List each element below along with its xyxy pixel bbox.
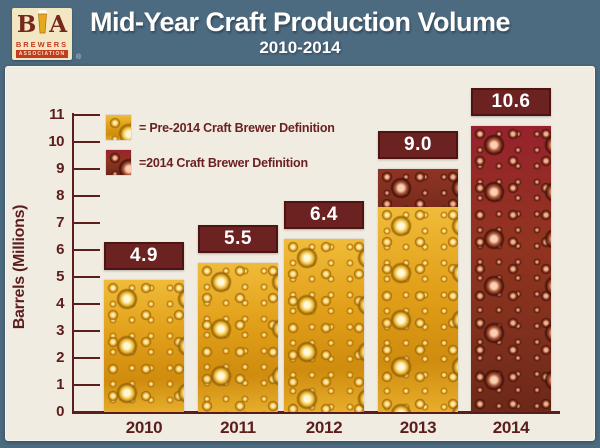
legend-label-2014: =2014 Craft Brewer Definition [139,155,308,170]
y-tick-label-10: 10 [48,133,64,150]
y-tick-label-2: 2 [56,349,64,366]
y-tick-10 [72,141,100,143]
x-category-label-2011: 2011 [220,418,256,437]
legend-swatch-red [106,150,131,175]
beer-glass-icon [37,10,48,38]
bar-2013 [378,169,458,412]
y-tick-label-4: 4 [56,295,64,312]
x-category-label-2012: 2012 [305,418,343,437]
x-category-label-2014: 2014 [492,418,530,437]
y-tick-3 [72,330,100,332]
bar-2011-pre2014-segment [198,263,278,412]
chart-panel: Barrels (Millions) 0 1 2 3 4 5 6 7 8 9 10 11 4.9 2010… [5,66,595,441]
plot-area: Barrels (Millions) 0 1 2 3 4 5 6 7 8 9 10 11 4.9 2010… [6,67,594,440]
y-tick-label-0: 0 [56,403,64,420]
legend-item-2014: =2014 Craft Brewer Definition [106,150,335,175]
y-tick-label-1: 1 [56,376,64,393]
y-tick-label-3: 3 [56,322,64,339]
y-tick-1 [72,384,100,386]
registered-trademark-symbol: ® [76,54,82,61]
logo-letter-b: B [16,10,37,38]
legend-item-pre2014: = Pre-2014 Craft Brewer Definition [106,115,335,140]
y-tick-8 [72,195,100,197]
y-tick-9 [72,168,100,170]
bar-2010 [104,280,184,412]
bar-2010-pre2014-segment [104,280,184,412]
y-tick-label-8: 8 [56,187,64,204]
bar-2014-new-definition-segment [471,126,551,412]
y-axis-line [72,113,74,414]
value-label-2013: 9.0 [378,131,458,159]
y-tick-label-11: 11 [49,106,64,123]
y-tick-2 [72,357,100,359]
bar-2012-pre2014-segment [284,239,364,412]
bar-2014 [471,126,551,412]
y-tick-7 [72,222,100,224]
y-tick-label-5: 5 [56,268,64,285]
logo-brewers-text: BREWERS [15,40,69,49]
y-tick-label-6: 6 [56,241,64,258]
y-tick-6 [72,249,100,251]
bar-2013-pre2014-segment [378,207,458,412]
bar-2013-new-definition-segment [378,169,458,207]
x-category-label-2010: 2010 [125,418,163,437]
brewers-association-logo: B A BREWERS ASSOCIATION [12,8,72,60]
legend-label-pre2014: = Pre-2014 Craft Brewer Definition [139,120,335,135]
legend: = Pre-2014 Craft Brewer Definition =2014… [106,115,335,185]
logo-letter-a: A [49,10,68,38]
y-tick-5 [72,276,100,278]
legend-swatch-gold [106,115,131,140]
y-tick-11 [72,114,100,116]
x-category-label-2013: 2013 [399,418,437,437]
page-subtitle: 2010-2014 [259,38,341,57]
page-title: Mid-Year Craft Production Volume [89,7,511,37]
value-label-2014: 10.6 [471,88,551,116]
y-tick-label-9: 9 [56,160,64,177]
bar-2011 [198,263,278,412]
value-label-2011: 5.5 [198,225,278,253]
logo-association-text: ASSOCIATION [15,50,69,58]
x-axis-line [72,411,560,414]
y-tick-label-7: 7 [56,214,64,231]
logo-monogram: B A [17,10,67,38]
bar-2012 [284,239,364,412]
value-label-2012: 6.4 [284,201,364,229]
value-label-2010: 4.9 [104,242,184,270]
y-tick-4 [72,303,100,305]
